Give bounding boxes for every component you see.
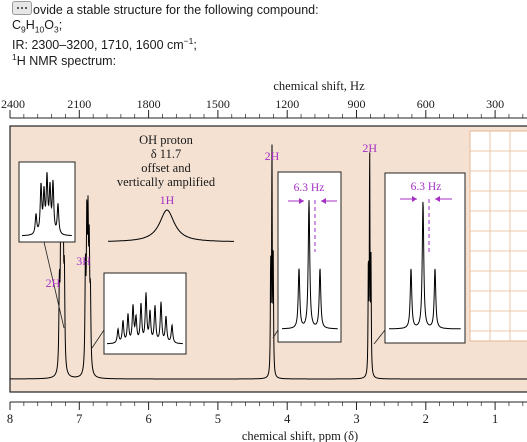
top-axis-label: chemical shift, Hz (273, 79, 365, 93)
top-axis-tick-label: 2100 (67, 97, 91, 111)
inset-triplet-4-2-coupling: 6.3 Hz (294, 182, 325, 194)
integration-grid (469, 130, 527, 342)
speech-bubble-icon[interactable] (12, 1, 32, 15)
bottom-axis: 8 7 6 5 4 3 2 1 chemical shift, ppm (δ) (7, 401, 527, 442)
question-line-1: ovide a stable structure for the followi… (12, 1, 319, 18)
oh-proton-title: OH proton (139, 133, 194, 147)
inset-triplet-2-8-arrowhead-right (435, 196, 440, 202)
inset-aromatic-3h-trace (107, 292, 183, 345)
inset-triplet-4-2-pointer (272, 329, 279, 339)
bottom-axis-tick-label: 3 (353, 412, 359, 426)
inset-triplet-2-8: 6.3 Hz (373, 172, 466, 345)
bottom-axis-tick-label: 8 (7, 412, 13, 426)
oh-proton-integration: 1H (160, 193, 175, 207)
peak-label-integration: 2H (265, 149, 280, 163)
inset-triplet-2-8-frame (384, 172, 466, 344)
top-axis-tick-label: 1500 (206, 97, 230, 111)
top-axis-tick-label: 1800 (137, 97, 161, 111)
bottom-axis-tick-label: 6 (145, 412, 151, 426)
molecular-formula: C9H10O3; (12, 18, 63, 35)
bottom-axis-tick-label: 4 (284, 412, 291, 426)
inset-aromatic-3h-frame (103, 272, 187, 355)
ir-data: IR: 2300–3200, 1710, 1600 cm−1; (12, 36, 197, 53)
inset-triplet-2-8-trace (389, 201, 461, 330)
nmr-heading: 1H NMR spectrum: (12, 52, 117, 69)
oh-proton-note-1: offset and (141, 161, 191, 175)
peak-label-integration: 3H (76, 254, 91, 268)
top-axis-tick-label: 2400 (1, 97, 25, 111)
spectrum-trace (10, 144, 527, 380)
bottom-axis-label: chemical shift, ppm (δ) (242, 429, 358, 442)
top-axis-tick-label: 1200 (275, 97, 299, 111)
inset-triplet-4-2: 6.3 Hz (272, 171, 342, 343)
bottom-axis-tick-label: 2 (423, 412, 429, 426)
oh-proton-peak (108, 209, 234, 242)
oh-proton-note-2: vertically amplified (117, 175, 216, 189)
top-axis: 2400 2100 1800 1500 1200 900 600 300 chemical sh… (1, 79, 527, 119)
inset-aromatic-2h-trace (22, 172, 72, 237)
bottom-axis-tick-label: 7 (76, 412, 82, 426)
top-axis-tick-label: 900 (348, 97, 366, 111)
inset-triplet-4-2-arrowhead-left (299, 198, 304, 204)
peak-label-integration: 2H (362, 141, 377, 155)
peak-label-integration: 2H (46, 276, 61, 290)
inset-triplet-2-8-arrowhead-left (412, 196, 417, 202)
oh-proton-shift: δ 11.7 (151, 147, 181, 161)
inset-triplet-2-8-coupling: 6.3 Hz (411, 181, 442, 193)
top-axis-tick-label: 600 (417, 97, 435, 111)
inset-aromatic-2h (18, 161, 76, 329)
inset-aromatic-3h (91, 272, 187, 355)
inset-triplet-4-2-trace (281, 200, 338, 330)
inset-triplet-4-2-arrowhead-right (321, 198, 326, 204)
bottom-axis-tick-label: 5 (215, 412, 221, 426)
top-axis-tick-label: 300 (486, 97, 504, 111)
inset-aromatic-2h-pointer (43, 241, 65, 329)
bottom-axis-tick-label: 1 (492, 412, 498, 426)
inset-triplet-2-8-pointer (373, 329, 386, 345)
inset-aromatic-3h-pointer (91, 329, 105, 349)
